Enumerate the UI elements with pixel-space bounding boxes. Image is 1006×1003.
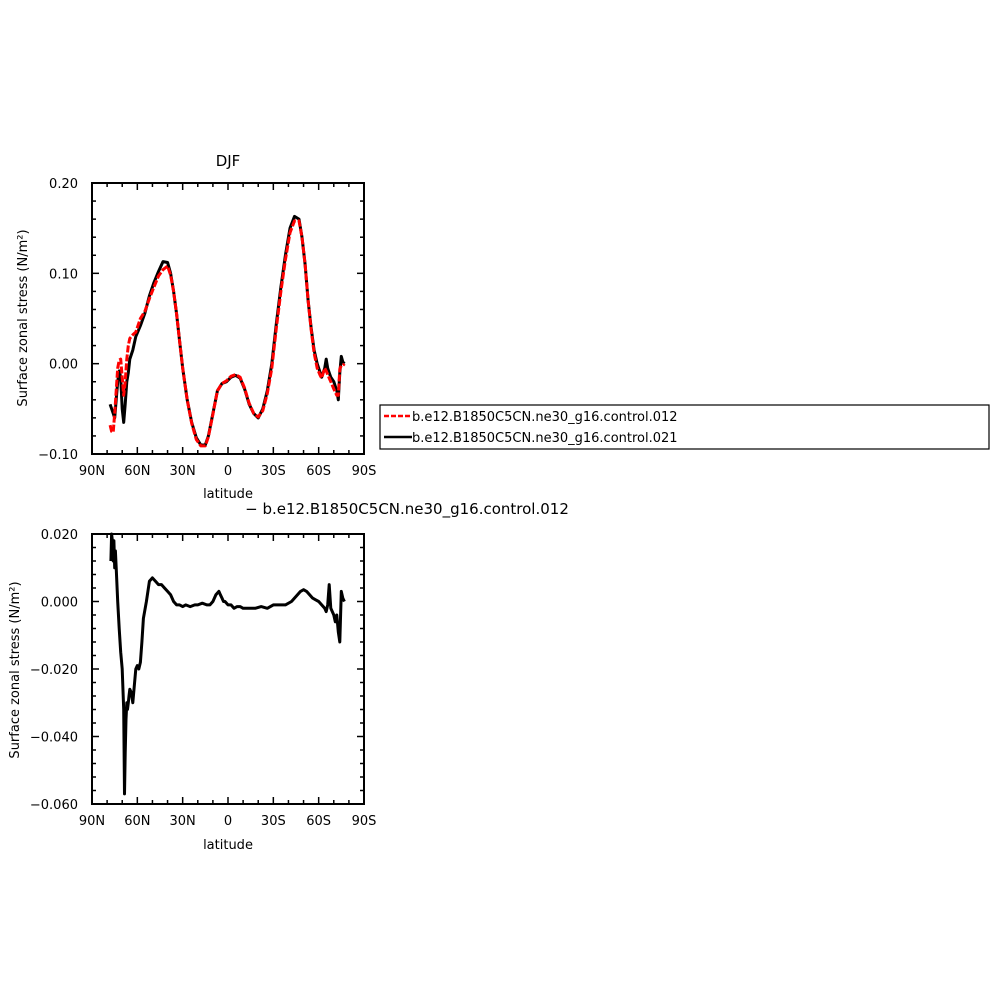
top-y-tick-label: 0.00 <box>49 358 78 373</box>
bottom-y-tick-label: −0.060 <box>30 798 78 813</box>
bottom-y-tick-label: −0.040 <box>30 731 78 746</box>
bottom-panel: 90N 60N 30N 0 30S 60S 90S −0.060 −0.040 −0.020 0.0… <box>8 528 376 853</box>
top-y-tick-label: −0.10 <box>38 448 78 463</box>
bottom-x-tick-label: 0 <box>224 814 232 829</box>
bottom-x-tick-label: 30N <box>170 814 196 829</box>
bottom-x-tick-label: 60N <box>124 814 150 829</box>
difference-label: − b.e12.B1850C5CN.ne30_g16.control.012 <box>245 500 569 519</box>
bottom-x-tick-label: 30S <box>261 814 286 829</box>
top-y-tick-label: 0.10 <box>49 267 78 282</box>
bottom-y-axis-label: Surface zonal stress (N/m²) <box>8 581 23 758</box>
top-x-tick-label: 60N <box>124 464 150 479</box>
bottom-y-tick-label: 0.020 <box>41 528 78 543</box>
top-y-tick-label: 0.20 <box>49 177 78 192</box>
top-x-tick-label: 0 <box>224 464 232 479</box>
legend: b.e12.B1850C5CN.ne30_g16.control.012 b.e… <box>379 404 990 450</box>
legend-box <box>379 404 990 450</box>
top-x-tick-label: 30S <box>261 464 286 479</box>
top-series-line-1 <box>108 219 346 448</box>
top-x-axis-label: latitude <box>203 487 253 502</box>
top-x-tick-label: 90S <box>352 464 377 479</box>
legend-label-012: b.e12.B1850C5CN.ne30_g16.control.012 <box>412 410 678 425</box>
top-x-tick-label: 90N <box>79 464 105 479</box>
bottom-y-tick-label: −0.020 <box>30 663 78 678</box>
top-panel: DJF 90N 60N 30N 0 30S 60S 90S −0.10 0.00 0.10 0.20… <box>16 152 376 502</box>
top-x-tick-label: 60S <box>306 464 331 479</box>
legend-label-021: b.e12.B1850C5CN.ne30_g16.control.021 <box>412 431 678 446</box>
top-y-axis-label: Surface zonal stress (N/m²) <box>16 229 31 406</box>
bottom-x-axis-label: latitude <box>203 838 253 853</box>
bottom-x-tick-label: 60S <box>306 814 331 829</box>
top-chart-title: DJF <box>216 152 241 170</box>
bottom-series-line-0 <box>109 532 346 796</box>
bottom-x-tick-label: 90S <box>352 814 377 829</box>
top-x-tick-label: 30N <box>170 464 196 479</box>
bottom-y-tick-label: 0.000 <box>41 596 78 611</box>
bottom-x-tick-label: 90N <box>79 814 105 829</box>
